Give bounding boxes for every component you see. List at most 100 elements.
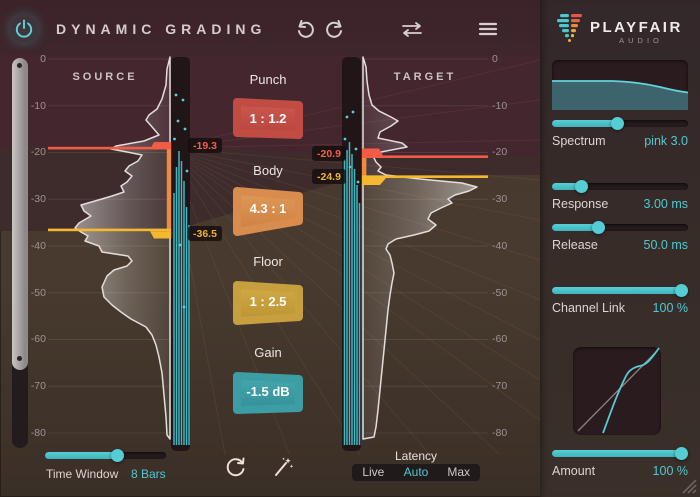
source-lower-threshold-value: -36.5 [188, 226, 222, 241]
power-icon [15, 19, 33, 38]
db-tick-label: -20 [492, 146, 508, 159]
playfair-logo-icon [557, 14, 582, 42]
db-tick-label: -20 [30, 146, 46, 159]
target-upper-threshold-value: -20.9 [312, 146, 346, 161]
slider-thumb[interactable] [675, 447, 688, 460]
redo-button[interactable] [322, 16, 348, 42]
time-window-value: 8 Bars [131, 467, 166, 481]
body-value: 4.3 : 1 [249, 201, 287, 216]
source-upper-threshold-handle[interactable] [48, 142, 171, 150]
slider-thumb[interactable] [675, 284, 688, 297]
release-value: 50.0 ms [643, 238, 688, 252]
latency-option-auto[interactable]: Auto [403, 465, 429, 479]
db-tick-label: -50 [492, 286, 508, 299]
swap-arrows-icon [402, 22, 422, 37]
swap-source-target-button[interactable] [399, 16, 425, 42]
punch-control-box[interactable] [233, 98, 303, 139]
magic-wand-icon [275, 457, 294, 476]
latency-label: Latency [394, 449, 438, 463]
response-slider[interactable] [552, 180, 688, 193]
resize-grip[interactable] [677, 474, 697, 494]
top-bar: DYNAMIC GRADING [0, 0, 540, 55]
slider-thumb[interactable] [575, 180, 588, 193]
db-tick-label: -40 [30, 239, 46, 252]
spectrum-label: Spectrum [552, 134, 606, 148]
source-offset-fader[interactable] [12, 58, 28, 448]
target-lower-threshold-value: -24.9 [312, 169, 346, 184]
target-level-meter [342, 57, 361, 451]
latency-option-live[interactable]: Live [362, 465, 385, 479]
slider-fill [552, 450, 685, 457]
amount-slider[interactable] [552, 447, 688, 460]
slider-fill [45, 452, 118, 459]
fader-top-dot [17, 63, 22, 68]
spectrum-slider[interactable] [552, 117, 688, 130]
amount-value: 100 % [652, 464, 688, 478]
reset-learn-button[interactable] [224, 455, 248, 479]
transfer-curve-graph [573, 347, 661, 435]
floor-label: Floor [253, 254, 283, 269]
power-button[interactable] [10, 15, 38, 43]
target-range-connector [362, 148, 367, 183]
undo-button[interactable] [292, 16, 318, 42]
latency-option-max[interactable]: Max [447, 465, 471, 479]
db-tick-label: -40 [492, 239, 508, 252]
grading-visualization [0, 55, 540, 455]
punch-value: 1 : 1.2 [249, 111, 287, 126]
spectrum-value: pink 3.0 [644, 134, 688, 148]
db-tick-label: -50 [30, 286, 46, 299]
db-tick-label: -70 [30, 380, 46, 392]
slider-fill [552, 183, 581, 190]
slider-fill [552, 224, 598, 231]
spectrum-curve [552, 80, 689, 110]
db-tick-label: 0 [492, 53, 498, 65]
db-tick-label: -60 [492, 333, 508, 346]
slider-thumb[interactable] [111, 449, 124, 462]
target-lower-threshold-handle[interactable] [362, 175, 488, 185]
db-tick-label: -80 [492, 426, 508, 439]
source-lower-threshold-handle[interactable] [48, 228, 171, 239]
slider-thumb[interactable] [611, 117, 624, 130]
source-range-connector [166, 142, 172, 239]
db-tick-label: -10 [492, 99, 508, 112]
channel-link-slider[interactable] [552, 284, 688, 297]
target-upper-threshold-handle[interactable] [362, 148, 488, 159]
gain-label: Gain [254, 345, 282, 360]
menu-button[interactable] [475, 16, 501, 42]
brand-name: PLAYFAIR [590, 19, 683, 36]
source-upper-threshold-value: -19.3 [188, 138, 222, 153]
release-label: Release [552, 238, 598, 252]
brand-subtitle: AUDIO [619, 36, 663, 45]
source-histogram [74, 56, 171, 440]
response-label: Response [552, 197, 609, 211]
db-tick-label: -10 [30, 99, 46, 112]
slider-thumb[interactable] [592, 221, 605, 234]
fader-bottom-dot [17, 356, 22, 361]
release-slider[interactable] [552, 221, 688, 234]
time-window-slider[interactable] [45, 449, 166, 462]
hamburger-menu-icon [478, 22, 498, 36]
undo-icon [298, 20, 314, 38]
transfer-curve [577, 347, 660, 434]
brand-logo: PLAYFAIR AUDIO [556, 12, 692, 50]
refresh-icon [226, 457, 245, 477]
floor-control-box[interactable] [233, 281, 303, 325]
db-tick-label: -60 [30, 333, 46, 346]
time-window-label: Time Window [46, 467, 119, 481]
redo-icon [326, 20, 342, 38]
db-tick-label: 0 [40, 53, 46, 65]
gain-value: -1.5 dB [246, 384, 290, 399]
amount-label: Amount [552, 464, 596, 478]
target-histogram [362, 56, 478, 440]
resize-grip-icon [682, 479, 697, 494]
body-label: Body [253, 163, 283, 178]
grading-visualization-canvas [0, 55, 540, 455]
auto-match-button[interactable] [271, 455, 295, 479]
db-tick-label: -70 [492, 380, 508, 392]
body-control-box[interactable] [233, 187, 303, 236]
fader-fill [12, 58, 28, 370]
gain-control-box[interactable] [233, 372, 303, 414]
target-section-label: TARGET [393, 71, 457, 83]
db-tick-label: -80 [30, 426, 46, 439]
